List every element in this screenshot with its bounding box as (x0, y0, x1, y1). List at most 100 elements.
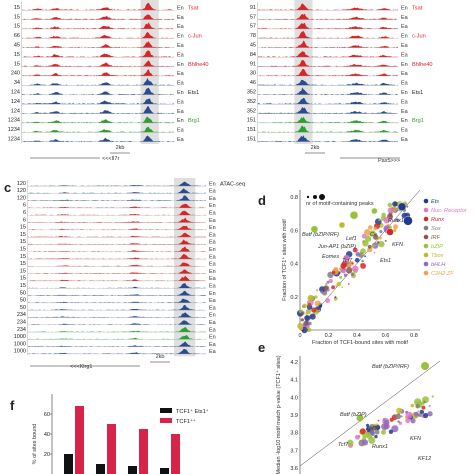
tr-scale-2: 57 (250, 24, 256, 30)
d-ytick-1: 0.4 (290, 262, 298, 268)
d-annotation-1: Jun-AP1 (bZIP) (317, 244, 356, 250)
d-point-106 (392, 201, 398, 207)
pc-scale-3: 6 (23, 203, 26, 209)
pc-track-signal-23 (28, 348, 206, 354)
d-xtick-2: 0.4 (353, 333, 361, 339)
tl-track-signal-9 (22, 87, 174, 95)
d-point-89 (324, 283, 328, 286)
pc-state-10: Ea (209, 254, 217, 260)
pc-state-18: En (209, 313, 216, 319)
d-legend-dot-2 (423, 216, 429, 222)
tl-scale-7: 240 (11, 71, 20, 77)
d-point-33 (378, 240, 385, 248)
tl-state-8: Ea (177, 81, 185, 87)
d-ylabel: Fraction of TCF1⁺ sites with motif (281, 219, 288, 301)
tl-track-signal-11 (22, 106, 174, 114)
pc-state-19: Ea (209, 320, 217, 326)
d-legend-label-6: Tbox (431, 253, 444, 259)
d-point-71 (333, 266, 339, 272)
d-point-124 (331, 285, 336, 290)
pc-scale-13: 15 (20, 276, 26, 282)
d-annotation-5: Runx1 (388, 218, 404, 224)
d-key-point-4 (403, 216, 413, 226)
pc-track-signal-22 (28, 341, 206, 347)
tl-scale-8: 34 (14, 80, 20, 86)
d-point-118 (320, 290, 324, 294)
d-point-41 (365, 235, 372, 242)
d-point-97 (314, 300, 321, 307)
tl-track-signal-13 (22, 126, 174, 133)
pc-state-0: En (209, 181, 216, 187)
tr-track-signal-3 (258, 31, 398, 39)
tl-track-label-3: c-Jun (188, 34, 202, 40)
tl-scale-11: 124 (11, 108, 20, 114)
pc-scale-0: 120 (17, 181, 26, 187)
d-point-105 (367, 225, 373, 230)
tl-track-signal-7 (22, 69, 174, 76)
e-point-67 (388, 429, 394, 434)
e-point-44 (395, 413, 401, 420)
d-point-147 (302, 303, 307, 308)
d-xlabel: Fraction of TCF1-bound sites with motif (312, 340, 408, 346)
tl-track-signal-8 (22, 78, 174, 86)
panel-d-letter: d (258, 193, 266, 208)
f-legend-label-0: TCF1⁺ Ets1⁺ (176, 408, 209, 415)
d-point-134 (318, 309, 321, 312)
e-annotation-0: Batf (bZIP/IRF) (372, 364, 409, 370)
tr-track-signal-1 (258, 13, 398, 20)
e-annotation-2: Lef1 (366, 426, 377, 432)
d-legend-dot-0 (423, 198, 429, 204)
e-point-53 (415, 404, 420, 409)
f-legend-swatch-1 (160, 418, 172, 423)
tr-scale-8: 46 (250, 80, 256, 86)
e-point-28 (397, 420, 400, 423)
e-point-8 (374, 434, 378, 439)
d-key-point-5 (386, 228, 394, 236)
d-legend-label-0: Ets (431, 199, 439, 205)
tl-track-signal-0 (22, 2, 174, 11)
tr-track-label-9: Ets1 (412, 90, 423, 96)
f-bar-1-1 (107, 424, 116, 474)
pc-track-label-0: ATAC-seq (220, 181, 245, 187)
pc-scale-17: 50 (20, 305, 26, 311)
tl-scale-2: 15 (14, 24, 20, 30)
tr-scale-12: 151 (247, 118, 256, 124)
pc-track-signal-20 (28, 326, 206, 333)
tr-track-signal-14 (258, 135, 398, 142)
tr-scale-10: 352 (247, 99, 256, 105)
tr-state-4: Ea (401, 43, 409, 49)
d-point-84 (358, 252, 364, 258)
pc-scale-7: 15 (20, 232, 26, 238)
e-point-20 (374, 429, 380, 435)
pc-track-signal-0 (28, 181, 206, 187)
tr-track-label-0: Tsat (412, 5, 423, 11)
panel-c-letter: c (4, 180, 11, 195)
e-ytick-6: 3.6 (290, 466, 298, 472)
d-point-102 (352, 247, 358, 253)
d-legend-label-3: Sox (431, 226, 441, 232)
d-point-34 (387, 202, 393, 208)
tr-scale-13: 151 (247, 127, 256, 133)
e-point-57 (347, 439, 354, 447)
d-annotation-2: Eomes (322, 254, 339, 260)
tl-track-signal-3 (22, 31, 174, 39)
e-point-11 (391, 425, 399, 433)
pc-track-signal-15 (28, 290, 206, 296)
d-legend-dot-7 (423, 261, 429, 267)
tl-scale-6: 15 (14, 61, 20, 67)
tr-scale-5: 84 (250, 52, 256, 58)
d-point-110 (309, 313, 316, 320)
pc-track-signal-21 (28, 335, 206, 340)
tr-state-2: Ea (401, 24, 409, 30)
e-point-47 (405, 418, 411, 424)
d-size-legend-dot-2 (319, 194, 325, 200)
pc-scale-21: 1000 (14, 334, 26, 340)
d-annotation-8: Ce (370, 232, 377, 238)
tr-scale-4: 45 (250, 43, 256, 49)
d-point-140 (318, 304, 322, 308)
e-point-36 (380, 429, 387, 435)
d-legend-dot-1 (423, 207, 429, 213)
pc-track-signal-18 (28, 312, 206, 318)
d-xtick-4: 0.8 (410, 333, 418, 339)
